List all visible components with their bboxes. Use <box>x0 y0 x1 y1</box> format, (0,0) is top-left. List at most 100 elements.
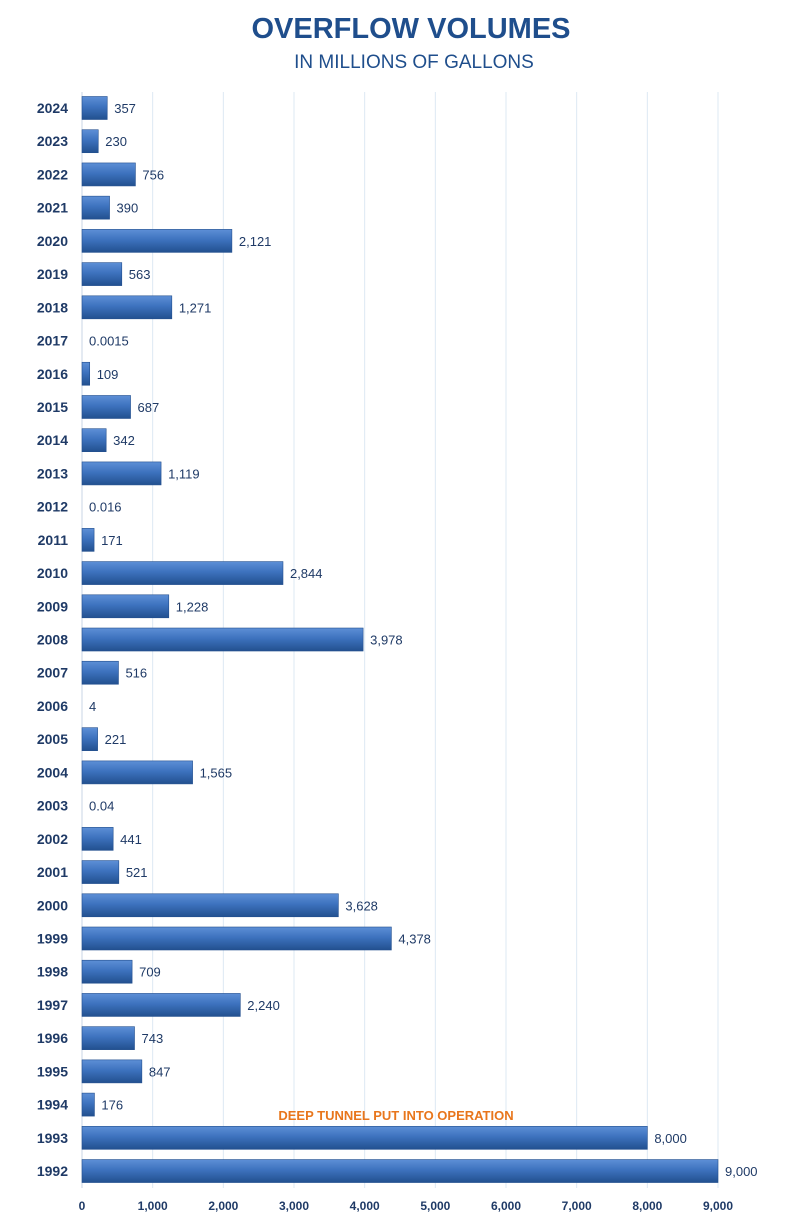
data-label-1994: 176 <box>101 1098 123 1113</box>
data-label-2007: 516 <box>125 666 147 681</box>
year-label: 2012 <box>37 499 68 515</box>
bar-2011 <box>81 528 95 552</box>
bar-2013 <box>81 461 162 486</box>
data-label-2019: 563 <box>129 267 151 282</box>
year-label: 2007 <box>37 665 68 681</box>
data-label-2006: 4 <box>89 699 96 714</box>
data-label-1997: 2,240 <box>247 998 280 1013</box>
year-label: 2003 <box>37 798 68 814</box>
year-label: 1994 <box>37 1097 68 1113</box>
bar-2022 <box>81 162 136 187</box>
x-tick-label: 4,000 <box>350 1199 380 1213</box>
year-label: 2017 <box>37 333 68 349</box>
bar-2007 <box>81 660 119 685</box>
data-label-1999: 4,378 <box>398 932 431 947</box>
year-label: 1996 <box>37 1030 68 1046</box>
year-label: 1998 <box>37 964 68 980</box>
year-label: 1995 <box>37 1063 68 1079</box>
data-label-1993: 8,000 <box>654 1131 687 1146</box>
bar-2021 <box>81 195 110 220</box>
data-label-2004: 1,565 <box>200 765 233 780</box>
x-tick-label: 9,000 <box>703 1199 733 1213</box>
data-label-1995: 847 <box>149 1064 171 1079</box>
data-label-1996: 743 <box>142 1031 164 1046</box>
data-label-2001: 521 <box>126 865 148 880</box>
bar-1995 <box>81 1059 143 1084</box>
bar-2019 <box>81 262 123 286</box>
year-label: 2016 <box>37 366 68 382</box>
bar-1999 <box>81 926 392 951</box>
data-label-2020: 2,121 <box>239 234 272 249</box>
year-label: 2008 <box>37 632 68 648</box>
data-label-2022: 756 <box>142 167 164 182</box>
bar-1992 <box>81 1159 719 1183</box>
bar-2018 <box>81 295 173 320</box>
bar-1996 <box>81 1026 135 1050</box>
bar-2002 <box>81 827 114 851</box>
data-label-2023: 230 <box>105 134 127 149</box>
data-label-2012: 0.016 <box>89 500 122 515</box>
year-label: 1993 <box>37 1130 68 1146</box>
bar-2020 <box>81 229 233 253</box>
bar-1993 <box>81 1126 648 1150</box>
year-label: 2024 <box>37 100 68 116</box>
bar-2015 <box>81 395 131 419</box>
data-label-2015: 687 <box>138 400 160 415</box>
bar-2004 <box>81 760 193 785</box>
bar-2023 <box>81 129 99 154</box>
x-tick-label: 7,000 <box>562 1199 592 1213</box>
chart-subtitle: IN MILLIONS OF GALLONS <box>294 52 534 73</box>
year-label: 2015 <box>37 399 68 415</box>
year-label: 1999 <box>37 931 68 947</box>
year-label: 2022 <box>37 166 68 182</box>
data-label-2002: 441 <box>120 832 142 847</box>
year-label: 2004 <box>37 764 68 780</box>
data-label-2008: 3,978 <box>370 633 403 648</box>
year-label: 2011 <box>38 532 69 548</box>
data-label-2014: 342 <box>113 433 135 448</box>
data-label-2018: 1,271 <box>179 300 212 315</box>
year-label: 2005 <box>37 731 68 747</box>
data-label-2009: 1,228 <box>176 599 209 614</box>
bar-2008 <box>81 627 364 652</box>
bar-2016 <box>81 361 91 386</box>
x-tick-label: 5,000 <box>420 1199 450 1213</box>
bar-2024 <box>81 96 108 120</box>
x-tick-label: 1,000 <box>138 1199 168 1213</box>
bar-1998 <box>81 959 133 984</box>
labels: 0 1,000 2,000 3,000 4,000 5,000 6,000 7,000 8,00… <box>37 100 758 1213</box>
x-tick-label: 8,000 <box>632 1199 662 1213</box>
year-label: 2010 <box>37 565 68 581</box>
data-label-2011: 171 <box>101 533 123 548</box>
year-label: 2009 <box>37 598 68 614</box>
x-tick-label: 3,000 <box>279 1199 309 1213</box>
data-label-2010: 2,844 <box>290 566 323 581</box>
year-label: 2021 <box>37 200 68 216</box>
year-label: 2001 <box>37 864 68 880</box>
year-label: 2020 <box>37 233 68 249</box>
year-label: 2013 <box>37 465 68 481</box>
year-label: 2018 <box>37 299 68 315</box>
bar-2010 <box>81 561 284 585</box>
bar-2001 <box>81 860 120 884</box>
data-label-2005: 221 <box>105 732 127 747</box>
year-label: 2000 <box>37 897 68 913</box>
data-label-1998: 709 <box>139 965 161 980</box>
deep-tunnel-annotation: DEEP TUNNEL PUT INTO OPERATION <box>278 1108 513 1123</box>
chart-title: OVERFLOW VOLUMES <box>252 13 571 45</box>
bar-2009 <box>81 594 170 619</box>
x-tick-label: 2,000 <box>208 1199 238 1213</box>
data-label-2021: 390 <box>117 201 139 216</box>
year-label: 1997 <box>37 997 68 1013</box>
data-label-2000: 3,628 <box>345 898 378 913</box>
year-label: 2006 <box>37 698 68 714</box>
data-label-2016: 109 <box>97 367 119 382</box>
data-label-2003: 0.04 <box>89 799 114 814</box>
bar-2000 <box>81 893 339 918</box>
year-label: 2019 <box>37 266 68 282</box>
bar-2005 <box>81 727 98 751</box>
bar-2014 <box>81 428 107 453</box>
year-label: 2023 <box>37 133 68 149</box>
year-label: 2014 <box>37 432 68 448</box>
